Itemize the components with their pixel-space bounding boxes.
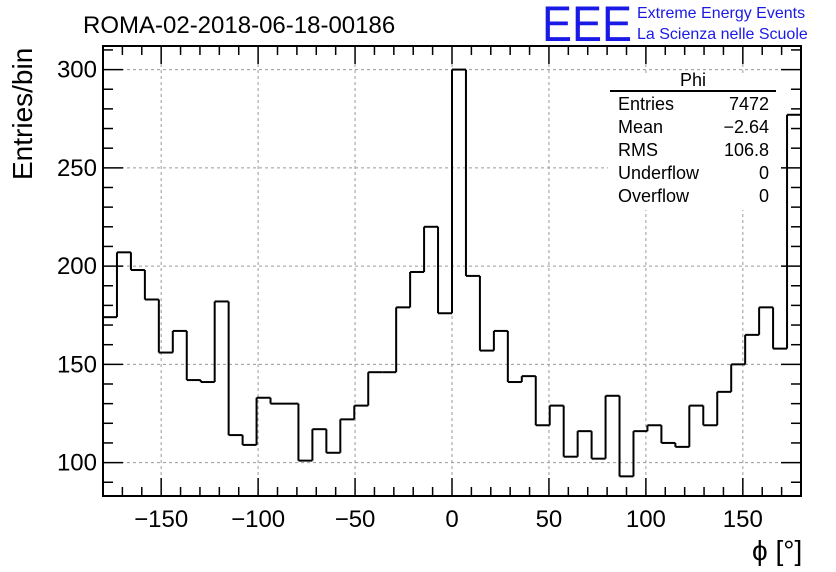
x-axis-title: ϕ [°] xyxy=(752,535,802,566)
stats-value: −2.64 xyxy=(723,117,769,137)
x-tick-label: −50 xyxy=(335,506,376,533)
y-tick-label: 300 xyxy=(57,57,97,84)
stats-box: Phi Entries 7472 Mean −2.64 RMS 106.8 Underflo… xyxy=(608,70,778,210)
chart-title: ROMA-02-2018-06-18-00186 xyxy=(83,12,395,39)
stats-value: 0 xyxy=(759,163,769,183)
x-tick-label: 150 xyxy=(723,506,763,533)
eee-logo-line1: Extreme Energy Events xyxy=(637,5,805,22)
stats-value: 7472 xyxy=(729,94,769,114)
y-tick-label: 250 xyxy=(57,155,97,182)
stats-title: Phi xyxy=(680,70,706,90)
stats-value: 0 xyxy=(759,186,769,206)
y-axis-title: Entries/bin xyxy=(7,48,38,180)
stats-label: Entries xyxy=(618,94,674,114)
x-tick-label: −150 xyxy=(134,506,188,533)
y-tick-label: 150 xyxy=(57,351,97,378)
stats-label: Underflow xyxy=(618,163,700,183)
stats-box-background xyxy=(608,74,778,210)
stats-label: Overflow xyxy=(618,186,690,206)
stats-rows: Entries 7472 Mean −2.64 RMS 106.8 Underflow 0 Ov… xyxy=(618,94,769,206)
axis-tick-labels: −150 −100 −50 0 50 100 150 100 150 200 250 300 xyxy=(57,57,763,533)
stats-label: Mean xyxy=(618,117,663,137)
histogram-series xyxy=(103,68,801,478)
y-tick-label: 100 xyxy=(57,450,97,477)
axis-ticks xyxy=(103,46,801,496)
stats-label: RMS xyxy=(618,140,658,160)
x-tick-label: 50 xyxy=(536,506,563,533)
y-tick-label: 200 xyxy=(57,253,97,280)
x-tick-label: 100 xyxy=(626,506,666,533)
eee-logo: EEE Extreme Energy Events La Scienza nel… xyxy=(542,0,808,52)
stats-value: 106.8 xyxy=(724,140,769,160)
x-tick-label: 0 xyxy=(445,506,458,533)
eee-logo-line2: La Scienza nelle Scuole xyxy=(637,26,808,43)
x-tick-label: −100 xyxy=(231,506,285,533)
eee-logo-text: EEE xyxy=(542,0,632,52)
